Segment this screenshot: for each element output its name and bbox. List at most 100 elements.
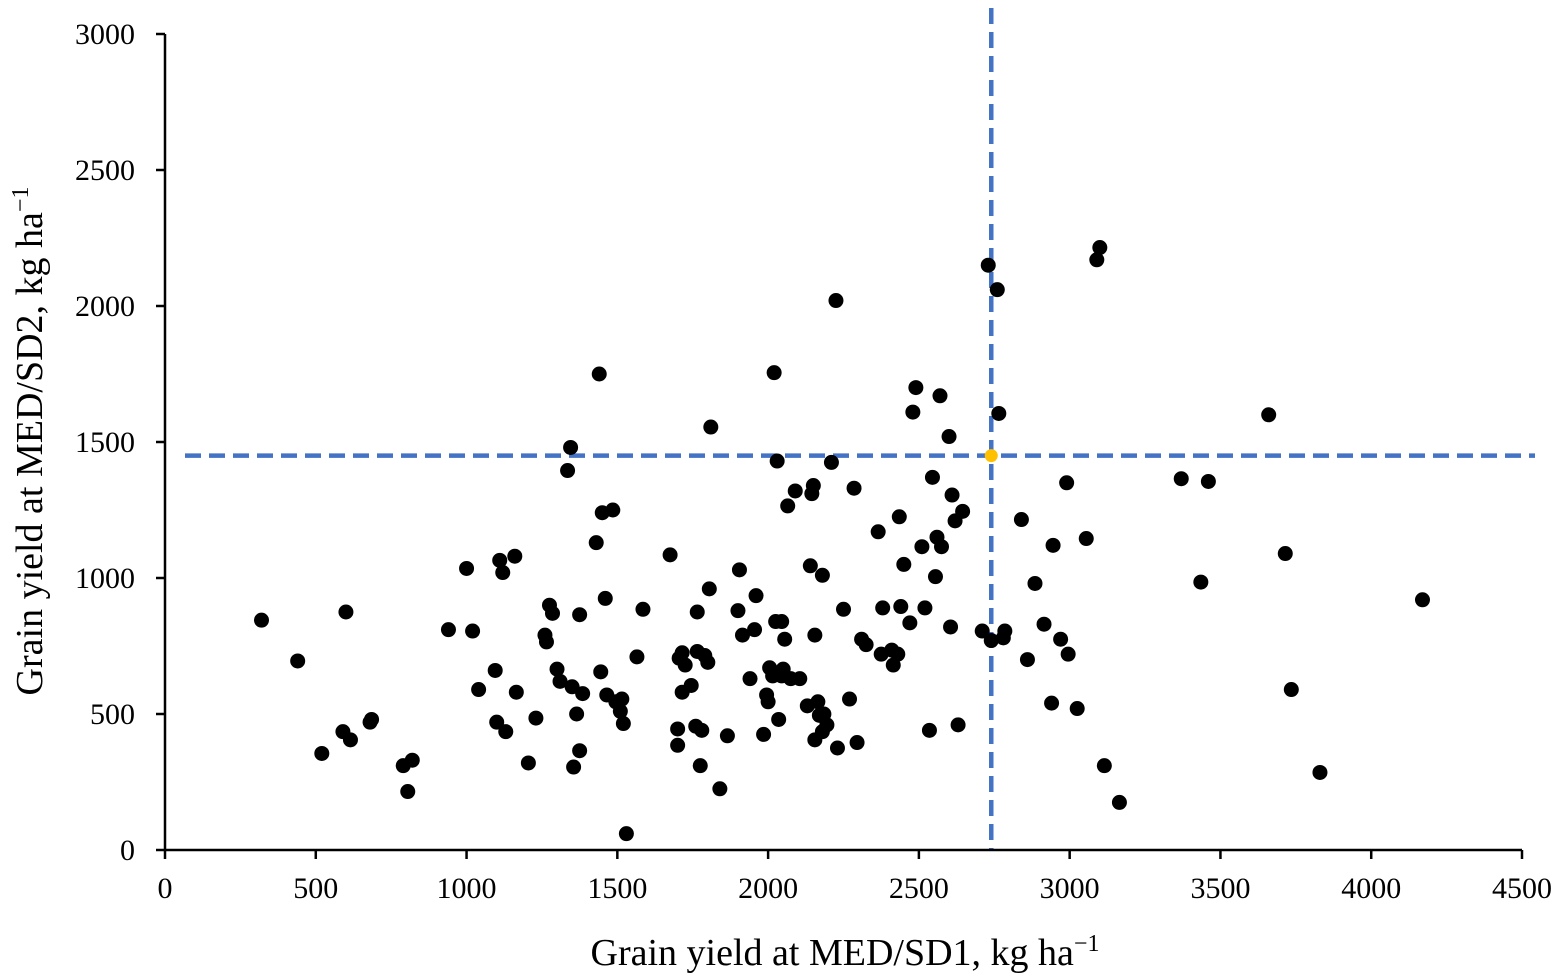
highlight-layer <box>984 449 998 463</box>
data-point <box>747 622 763 638</box>
data-point <box>917 600 933 616</box>
data-point <box>459 560 475 576</box>
data-point <box>712 781 728 797</box>
data-point <box>805 478 821 494</box>
data-point <box>563 439 579 455</box>
data-point <box>1261 407 1277 423</box>
data-point <box>615 716 631 732</box>
data-point <box>670 737 686 753</box>
data-point <box>1312 764 1328 780</box>
data-point <box>849 735 865 751</box>
data-point <box>719 728 735 744</box>
data-point <box>842 691 858 707</box>
data-point <box>807 627 823 643</box>
data-point <box>689 604 705 620</box>
data-point <box>404 752 420 768</box>
data-point <box>538 634 554 650</box>
y-tick-label: 2500 <box>75 154 135 187</box>
data-point <box>927 569 943 585</box>
data-point <box>635 601 651 617</box>
data-point <box>338 604 354 620</box>
data-point <box>774 614 790 630</box>
data-point <box>314 745 330 761</box>
data-point <box>742 671 758 687</box>
data-point <box>1193 574 1209 590</box>
data-point <box>902 615 918 631</box>
data-point <box>498 724 514 740</box>
data-point <box>846 480 862 496</box>
x-tick-label: 1500 <box>587 872 647 905</box>
data-point <box>364 711 380 727</box>
data-point <box>875 600 891 616</box>
data-point <box>703 419 719 435</box>
data-point <box>792 671 808 687</box>
data-point <box>983 633 999 649</box>
x-tick-label: 2500 <box>889 872 949 905</box>
data-point <box>974 623 990 639</box>
x-tick-label: 4000 <box>1341 872 1401 905</box>
data-point <box>549 661 565 677</box>
x-tick-label: 500 <box>293 872 338 905</box>
data-point <box>870 524 886 540</box>
data-point <box>924 469 940 485</box>
x-axis-title: Grain yield at MED/SD1, kg ha−1 <box>591 931 1100 974</box>
data-point <box>1078 531 1094 547</box>
data-point <box>810 694 826 710</box>
data-point <box>662 547 678 563</box>
x-tick-label: 0 <box>158 872 173 905</box>
data-points <box>253 240 1430 842</box>
data-point <box>921 722 937 738</box>
data-point <box>593 664 609 680</box>
data-point <box>400 784 416 800</box>
data-point <box>1027 575 1043 591</box>
data-point <box>1277 546 1293 562</box>
data-point <box>730 603 746 619</box>
data-point <box>677 657 693 673</box>
data-point <box>802 558 818 574</box>
data-point <box>769 453 785 469</box>
data-point <box>544 605 560 621</box>
data-point <box>944 487 960 503</box>
data-point <box>731 562 747 578</box>
data-point <box>520 755 536 771</box>
data-point <box>908 380 924 396</box>
data-point <box>572 607 588 623</box>
data-point <box>1414 592 1430 608</box>
data-point <box>471 682 487 698</box>
data-point <box>692 758 708 774</box>
data-point <box>896 556 912 572</box>
data-point <box>560 463 576 479</box>
data-point <box>766 365 782 381</box>
data-point <box>1013 512 1029 528</box>
data-point <box>1200 473 1216 489</box>
data-point <box>694 722 710 738</box>
y-tick-label: 500 <box>90 698 135 731</box>
data-point <box>1019 652 1035 668</box>
data-point <box>823 454 839 470</box>
data-point <box>588 535 604 551</box>
data-point <box>700 654 716 670</box>
data-point <box>572 743 588 759</box>
data-point <box>614 691 630 707</box>
data-point <box>575 686 591 702</box>
data-point <box>1045 537 1061 553</box>
data-point <box>997 623 1013 639</box>
data-point <box>1069 701 1085 717</box>
y-axis-title: Grain yield at MED/SD2, kg ha−1 <box>8 187 51 696</box>
data-point <box>943 619 959 635</box>
data-point <box>612 703 628 719</box>
data-point <box>674 645 690 661</box>
data-point <box>748 588 764 604</box>
data-point <box>819 717 835 733</box>
data-point <box>618 826 634 842</box>
data-point <box>683 677 699 693</box>
data-point <box>829 740 845 756</box>
data-point <box>891 509 907 525</box>
data-point <box>701 581 717 597</box>
data-point <box>1092 240 1108 256</box>
data-point <box>734 627 750 643</box>
data-point <box>605 502 621 518</box>
highlight-point <box>984 449 998 463</box>
data-point <box>552 673 568 689</box>
